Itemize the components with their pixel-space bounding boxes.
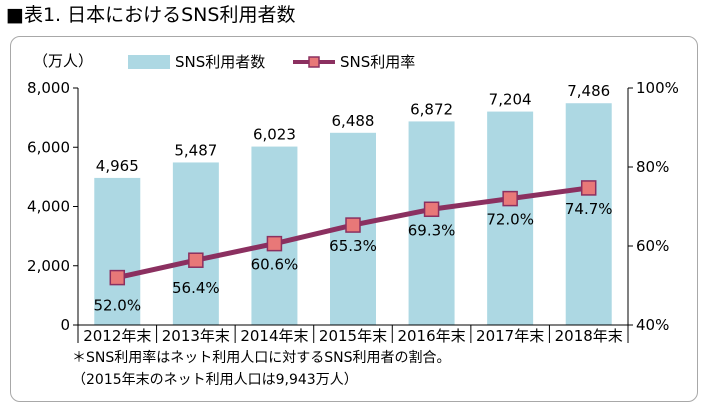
footnote-2: （2015年末のネット利用人口は9,943万人） [72, 372, 358, 388]
rate-marker [345, 217, 361, 233]
rate-value-label: 72.0% [486, 211, 534, 229]
bar [94, 177, 141, 325]
bar-value-label: 5,487 [174, 141, 217, 159]
category-label: 2015年末 [319, 327, 387, 345]
right-tick-label: 40% [636, 316, 669, 334]
rate-series [109, 180, 597, 286]
left-tick-label: 8,000 [27, 79, 70, 97]
left-tick-label: 6,000 [27, 138, 70, 156]
legend-line-label: SNS利用率 [340, 53, 415, 71]
bar [408, 121, 455, 326]
rate-value-label: 60.6% [251, 256, 299, 274]
right-tick-label: 60% [636, 237, 669, 255]
rate-marker [109, 269, 126, 286]
rate-value-label: 74.7% [565, 200, 613, 218]
category-label: 2014年末 [240, 327, 308, 345]
bar-value-label: 6,023 [253, 126, 296, 144]
rate-value-label: 52.0% [93, 297, 141, 315]
rate-value-label: 69.3% [408, 221, 456, 239]
bar-value-label: 6,872 [410, 100, 453, 118]
bar-value-label: 7,204 [489, 91, 532, 109]
category-label: 2012年末 [83, 327, 151, 345]
left-axis-unit-label: （万人） [33, 52, 93, 70]
axes: 0 2,000 4,000 6,000 8,000 40% 60% 80% 100% 2012年末… [27, 79, 679, 345]
left-tick-label: 0 [60, 316, 70, 334]
legend: SNS利用者数 SNS利用率 [128, 53, 415, 71]
legend-bar-swatch [128, 55, 170, 69]
rate-marker [266, 235, 283, 252]
right-tick-label: 100% [636, 79, 679, 97]
category-label: 2016年末 [397, 327, 465, 345]
right-tick-label: 80% [636, 158, 669, 176]
chart-frame [10, 36, 698, 402]
bar [487, 111, 534, 325]
category-label: 2017年末 [476, 327, 544, 345]
bar-value-label: 6,488 [332, 112, 375, 130]
footnote-1: ＊SNS利用率はネット利用人口に対するSNS利用者の割合。 [72, 350, 451, 366]
rate-marker [188, 252, 204, 268]
rate-marker [423, 201, 440, 218]
rate-value-label: 65.3% [329, 237, 377, 255]
rate-marker [580, 180, 597, 196]
rate-marker [502, 190, 518, 207]
data-labels: 4,965 5,487 6,023 6,488 6,872 7,204 7,486 52.0%… [93, 82, 612, 314]
bar [172, 162, 219, 325]
left-tick-label: 4,000 [27, 198, 70, 216]
bar-value-label: 4,965 [96, 157, 139, 175]
bar [251, 146, 298, 325]
category-label: 2013年末 [162, 327, 230, 345]
legend-marker-swatch [308, 56, 320, 68]
rate-value-label: 56.4% [172, 279, 220, 297]
page-title: ■表1. 日本におけるSNS利用者数 [6, 4, 296, 26]
bar-value-label: 7,486 [567, 82, 610, 100]
category-label: 2018年末 [555, 327, 623, 345]
left-tick-label: 2,000 [27, 257, 70, 275]
legend-bar-label: SNS利用者数 [175, 53, 265, 71]
bar [565, 103, 612, 325]
